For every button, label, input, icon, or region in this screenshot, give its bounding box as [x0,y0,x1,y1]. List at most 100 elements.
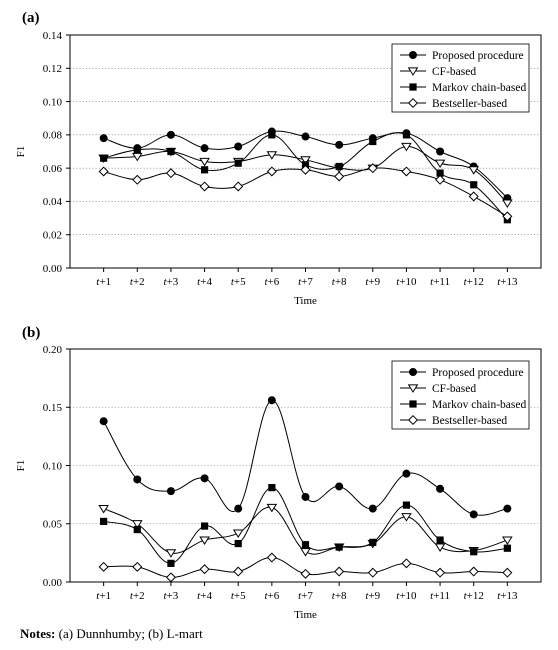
x-tick-label: t+9 [365,276,380,288]
x-tick-label: t+4 [197,276,212,288]
data-point [266,166,277,177]
data-point [368,504,377,513]
data-point [334,566,345,577]
data-point [401,142,412,152]
data-point [199,157,210,167]
data-point [167,147,175,156]
data-point [233,566,244,577]
data-point [267,396,276,405]
data-point [133,525,141,534]
data-point [300,548,311,557]
data-point [469,510,478,519]
data-point [401,166,412,177]
legend-marker [409,400,417,408]
y-tick-label: 0.15 [43,402,63,414]
data-point [98,505,109,514]
data-point [502,567,513,578]
legend-label: Markov chain-based [432,82,526,94]
data-point [367,567,378,578]
data-point [468,166,480,175]
x-tick-label: t+1 [96,276,111,288]
data-point [402,501,411,509]
data-point [232,529,244,538]
x-tick-label: t+7 [298,276,313,288]
data-point [503,544,511,552]
data-point [402,131,411,139]
data-point [434,543,446,552]
legend: Proposed procedure CF-based Markov chain-b… [391,43,530,113]
data-point [266,503,278,513]
data-point [301,492,310,501]
x-tick-label: t+8 [332,590,347,602]
data-point [335,482,344,491]
x-tick-label: t+6 [264,590,279,602]
legend-marker [408,51,417,60]
series-bestseller-based [98,552,513,583]
data-point [300,568,311,579]
data-point [200,166,209,174]
data-point [268,484,276,492]
data-point [367,163,378,174]
panel-label: (a) [22,10,40,26]
x-tick-label: t+6 [264,276,279,288]
data-point [369,137,377,146]
x-tick-label: t+10 [396,590,417,602]
data-point [165,572,176,583]
x-tick-label: t+12 [464,276,484,288]
data-point [166,130,175,139]
y-tick-label: 0.05 [43,519,63,531]
legend-marker [409,83,417,91]
legend-marker [407,384,419,393]
data-point [468,566,479,577]
data-point [167,559,175,567]
x-axis-title: Time [294,295,317,307]
y-tick-label: 0.10 [43,96,63,108]
data-point [99,417,108,426]
legend-marker [407,414,419,426]
y-tick-label: 0.04 [43,196,63,208]
data-point [335,140,344,149]
x-tick-label: t+11 [430,276,450,288]
legend-marker [407,97,419,109]
x-tick-label: t+1 [96,590,111,602]
x-tick-label: t+2 [130,276,145,288]
data-point [133,475,142,484]
notes-text: (a) Dunnhumby; (b) L-mart [58,626,203,641]
x-tick-label: t+3 [164,590,179,602]
data-point [200,474,209,483]
data-point [200,144,209,153]
y-tick-label: 0.10 [43,460,63,472]
data-point [300,164,311,175]
data-point [369,538,377,546]
data-point [436,536,444,544]
y-axis-title: F1 [15,460,27,472]
data-point [200,522,209,530]
data-point [98,166,109,177]
series-line [103,167,508,217]
y-tick-label: 0.00 [43,263,63,275]
y-tick-label: 0.02 [43,230,62,242]
x-tick-label: t+2 [130,590,145,602]
x-tick-label: t+5 [231,590,246,602]
data-point [100,517,108,526]
x-tick-label: t+11 [430,590,450,602]
series-markov-chain-based [100,131,511,224]
y-axis-title: F1 [15,146,27,158]
data-point [99,134,108,143]
data-point [199,181,210,192]
data-point [165,549,177,558]
legend-label: CF-based [432,66,476,78]
series-line [103,132,508,221]
data-point [436,147,445,156]
data-point [435,567,446,578]
data-point [166,487,175,496]
data-point [402,469,411,478]
y-tick-label: 0.08 [43,130,63,142]
x-tick-label: t+8 [332,276,347,288]
y-tick-label: 0.20 [43,344,63,356]
y-tick-label: 0.12 [43,63,62,75]
data-point [468,191,479,202]
data-point [301,541,310,549]
legend-label: Markov chain-based [432,399,526,411]
legend-marker [407,67,419,76]
